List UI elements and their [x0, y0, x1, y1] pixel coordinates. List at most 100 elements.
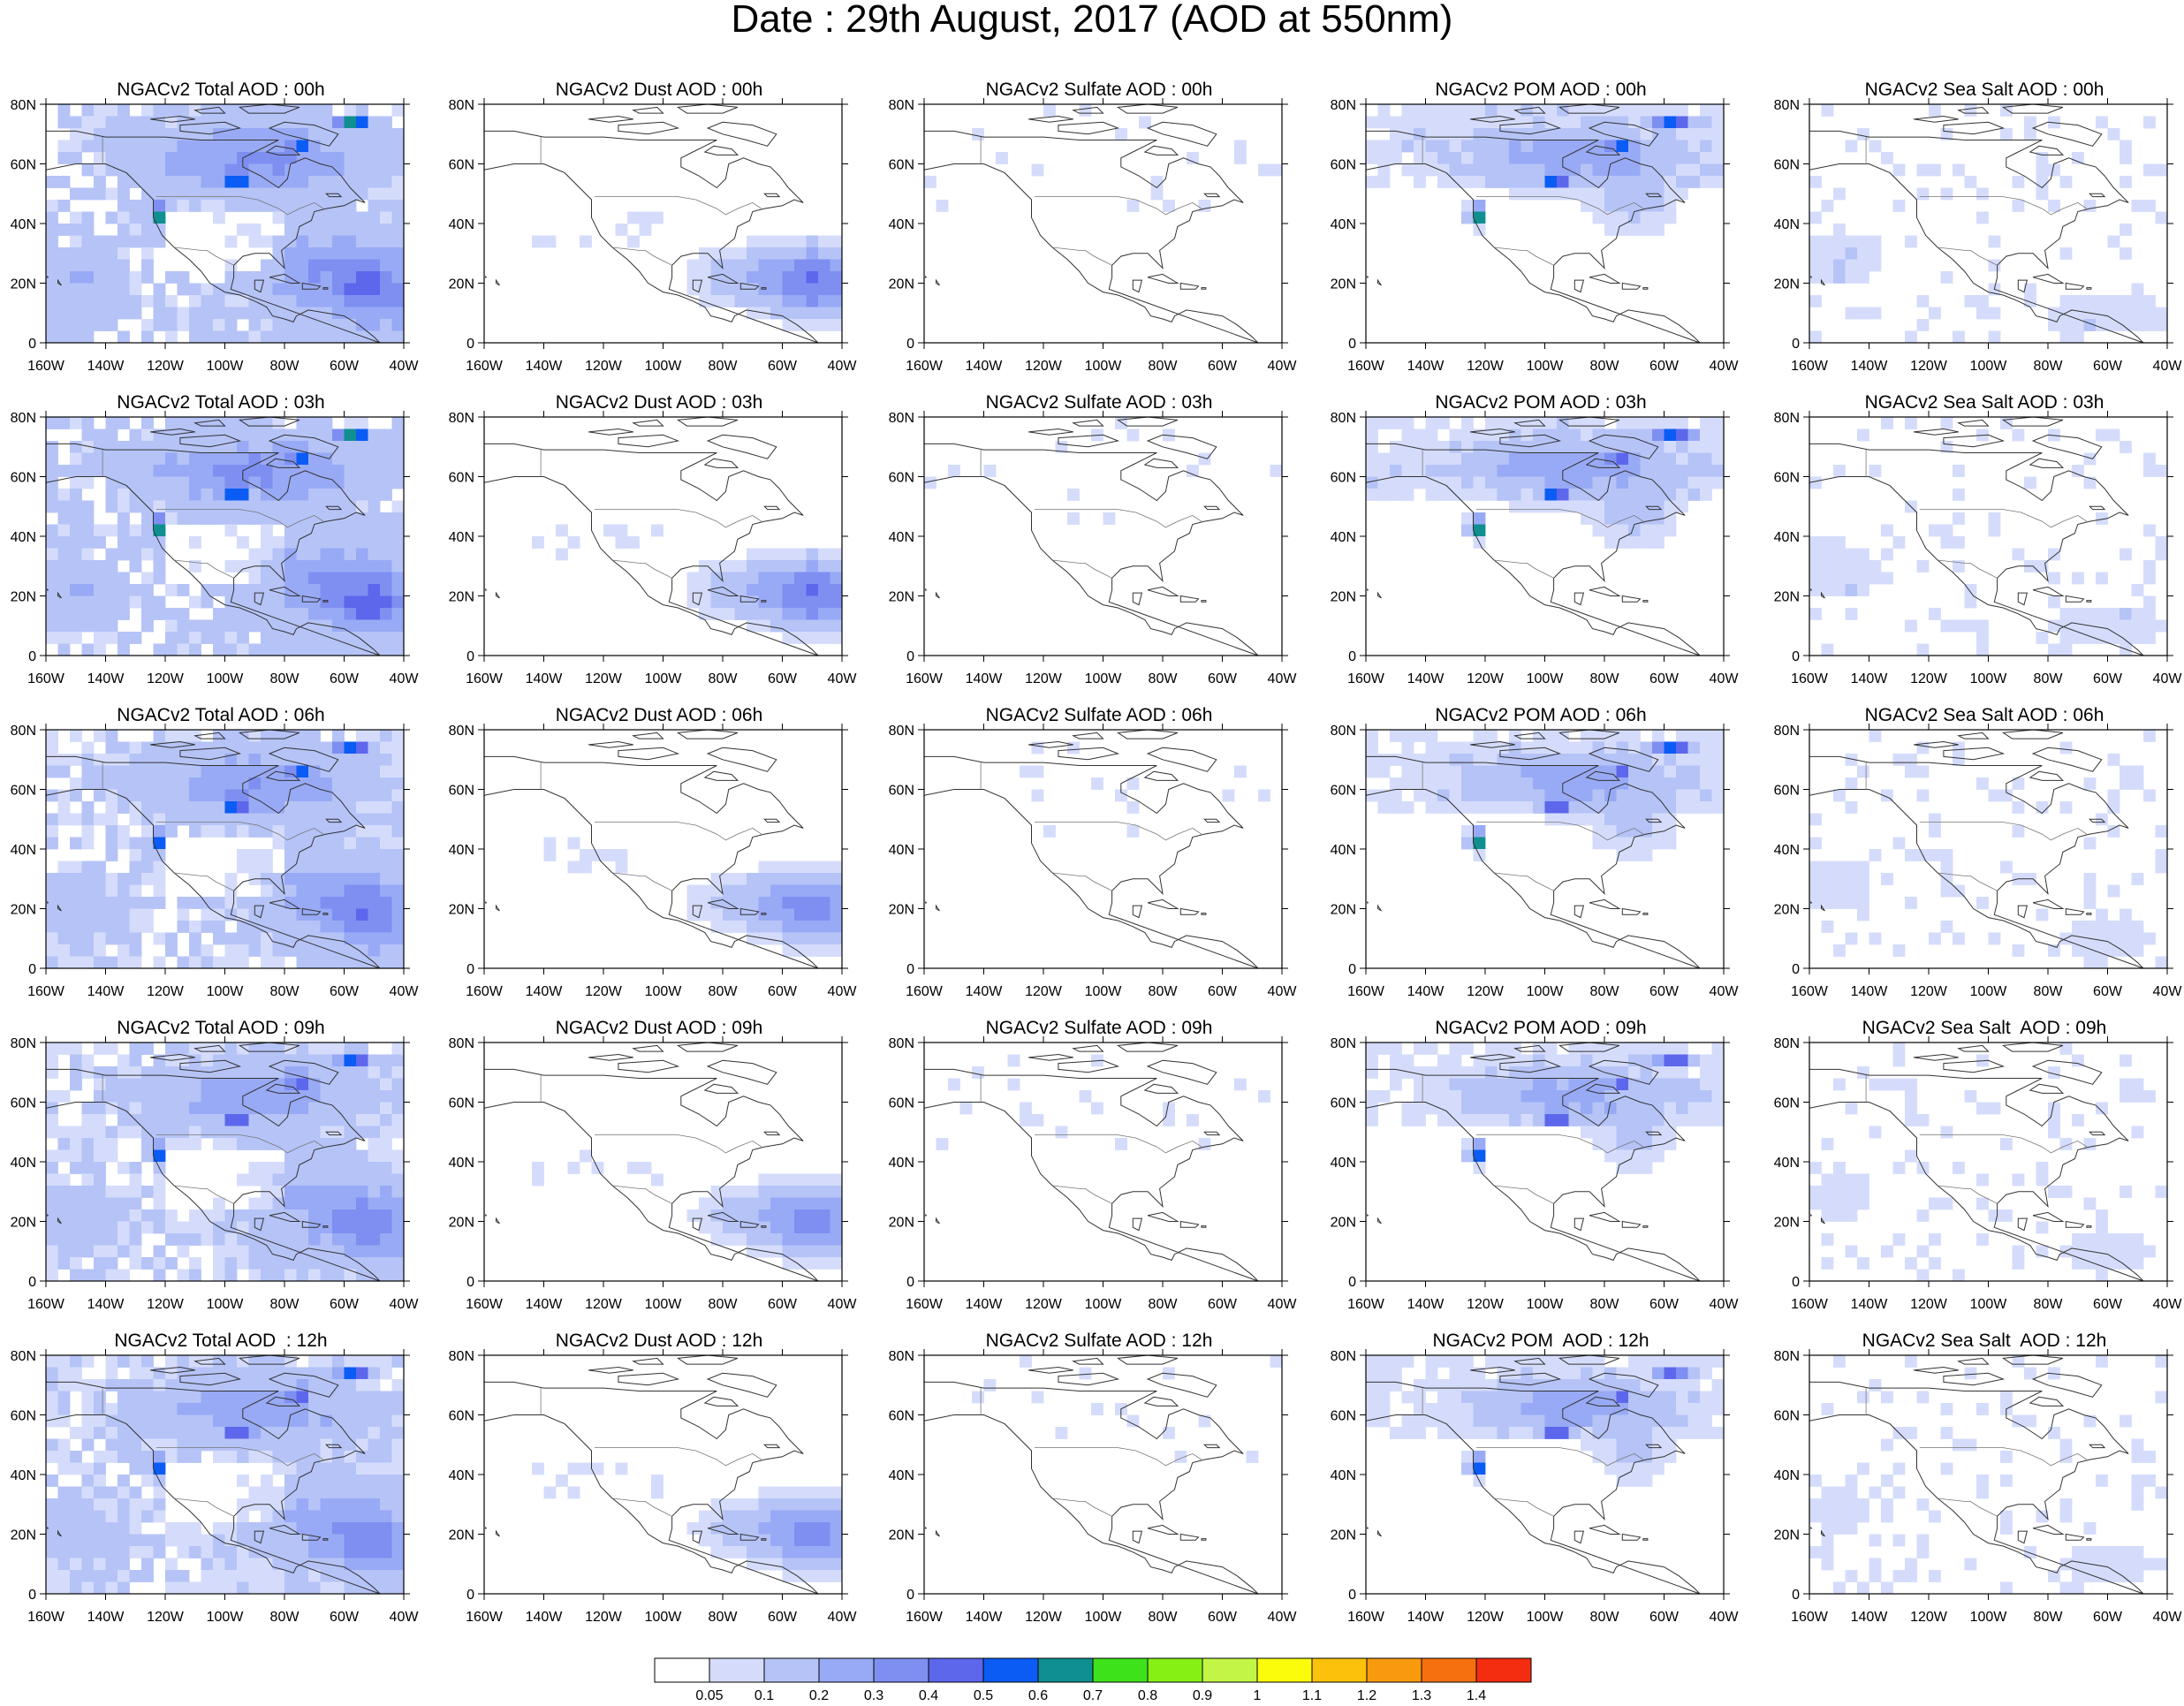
aod-cell [141, 921, 154, 933]
aod-cell [1617, 1126, 1629, 1139]
aod-cell [46, 536, 58, 549]
aod-cell [2120, 1233, 2132, 1246]
aod-cell [818, 1233, 830, 1246]
aod-cell [225, 944, 238, 957]
aod-cell [392, 584, 405, 596]
aod-cell [141, 620, 154, 633]
y-tick-label: 80N [1331, 411, 1356, 426]
island-outline [1589, 1212, 1619, 1221]
aod-cell [1485, 1066, 1498, 1079]
aod-cell [1498, 104, 1510, 117]
aod-cell [94, 465, 106, 477]
aod-cell [165, 512, 178, 525]
aod-cell [189, 453, 201, 466]
aod-cell [130, 1162, 142, 1174]
x-tick-label: 80W [270, 1297, 300, 1312]
aod-cell [154, 560, 166, 572]
x-tick-label: 80W [709, 1297, 739, 1312]
aod-cell [70, 754, 82, 766]
aod-cell [1929, 1257, 1941, 1270]
aod-cell [106, 584, 118, 596]
aod-cell [1833, 885, 1846, 898]
aod-cell [94, 897, 106, 909]
aod-cell [807, 284, 819, 296]
aod-cell [1941, 1198, 1953, 1210]
aod-cell [94, 284, 106, 296]
aod-cell [332, 271, 345, 284]
aod-cell [1676, 1079, 1688, 1091]
aod-cell [321, 1055, 333, 1067]
aod-cell [70, 525, 82, 537]
aod-cell [106, 1103, 118, 1115]
aod-cell [2024, 128, 2036, 140]
aod-cell [830, 885, 843, 898]
aod-cell [284, 849, 297, 861]
aod-cell [1822, 536, 1834, 549]
aod-cell [1976, 188, 1989, 201]
aod-cell [392, 1066, 405, 1079]
aod-cell [1461, 1138, 1474, 1150]
aod-cell [82, 742, 95, 754]
aod-cell [1533, 1079, 1545, 1091]
aod-cell [1593, 730, 1605, 742]
aod-cell [82, 164, 95, 177]
aod-cell [356, 525, 368, 537]
aod-cell [297, 897, 309, 909]
aod-cell [261, 790, 273, 802]
aod-cell [261, 441, 273, 453]
aod-cell [1390, 790, 1402, 802]
aod-cell [368, 608, 381, 620]
aod-cell [1509, 176, 1521, 188]
aod-cell [368, 152, 381, 164]
aod-cell [130, 271, 142, 284]
aod-cell [261, 525, 273, 537]
aod-cell [297, 873, 309, 885]
island-outline [1811, 589, 1812, 590]
aod-cell [1712, 441, 1725, 453]
aod-cell [273, 801, 285, 814]
aod-cell [1628, 1150, 1641, 1163]
aod-cell [1593, 525, 1605, 537]
aod-cell [58, 536, 71, 549]
aod-cell [1366, 754, 1378, 766]
aod-cell [2108, 608, 2120, 620]
aod-cell [273, 1174, 285, 1187]
aod-cell [356, 1257, 368, 1270]
aod-cell [1857, 560, 1869, 572]
y-tick-label: 0 [28, 337, 36, 352]
aod-cell [699, 608, 711, 620]
aod-cell [818, 1198, 830, 1210]
aod-cell [2072, 572, 2084, 585]
aod-cell [332, 620, 345, 633]
aod-cell [2013, 1174, 2025, 1187]
aod-cell [1917, 1209, 1930, 1222]
aod-cell [392, 1198, 405, 1210]
aod-cell [201, 921, 214, 933]
aod-cell [380, 441, 392, 453]
aod-cell [1941, 861, 1953, 874]
aod-cell [616, 849, 628, 861]
x-tick-label: 140W [526, 671, 564, 686]
aod-cell [1604, 1126, 1617, 1139]
aod-cell [392, 152, 405, 164]
aod-cell [94, 777, 106, 790]
aod-cell [723, 260, 735, 272]
aod-cell [130, 224, 142, 236]
aod-cell [118, 742, 130, 754]
aod-cell [130, 1090, 142, 1103]
aod-cell [225, 885, 238, 898]
y-tick-label: 20N [1331, 903, 1356, 918]
aod-cell [1941, 885, 1953, 898]
aod-cell [225, 1090, 238, 1103]
aod-cell [1426, 1043, 1438, 1055]
aod-cell [1402, 730, 1414, 742]
x-tick-label: 60W [2093, 359, 2123, 374]
aod-cell [1521, 766, 1534, 778]
aod-cell [1533, 1066, 1545, 1079]
aod-cell [106, 307, 118, 320]
aod-cell [58, 1138, 71, 1150]
aod-cell [284, 861, 297, 874]
aod-cell [1533, 790, 1545, 802]
